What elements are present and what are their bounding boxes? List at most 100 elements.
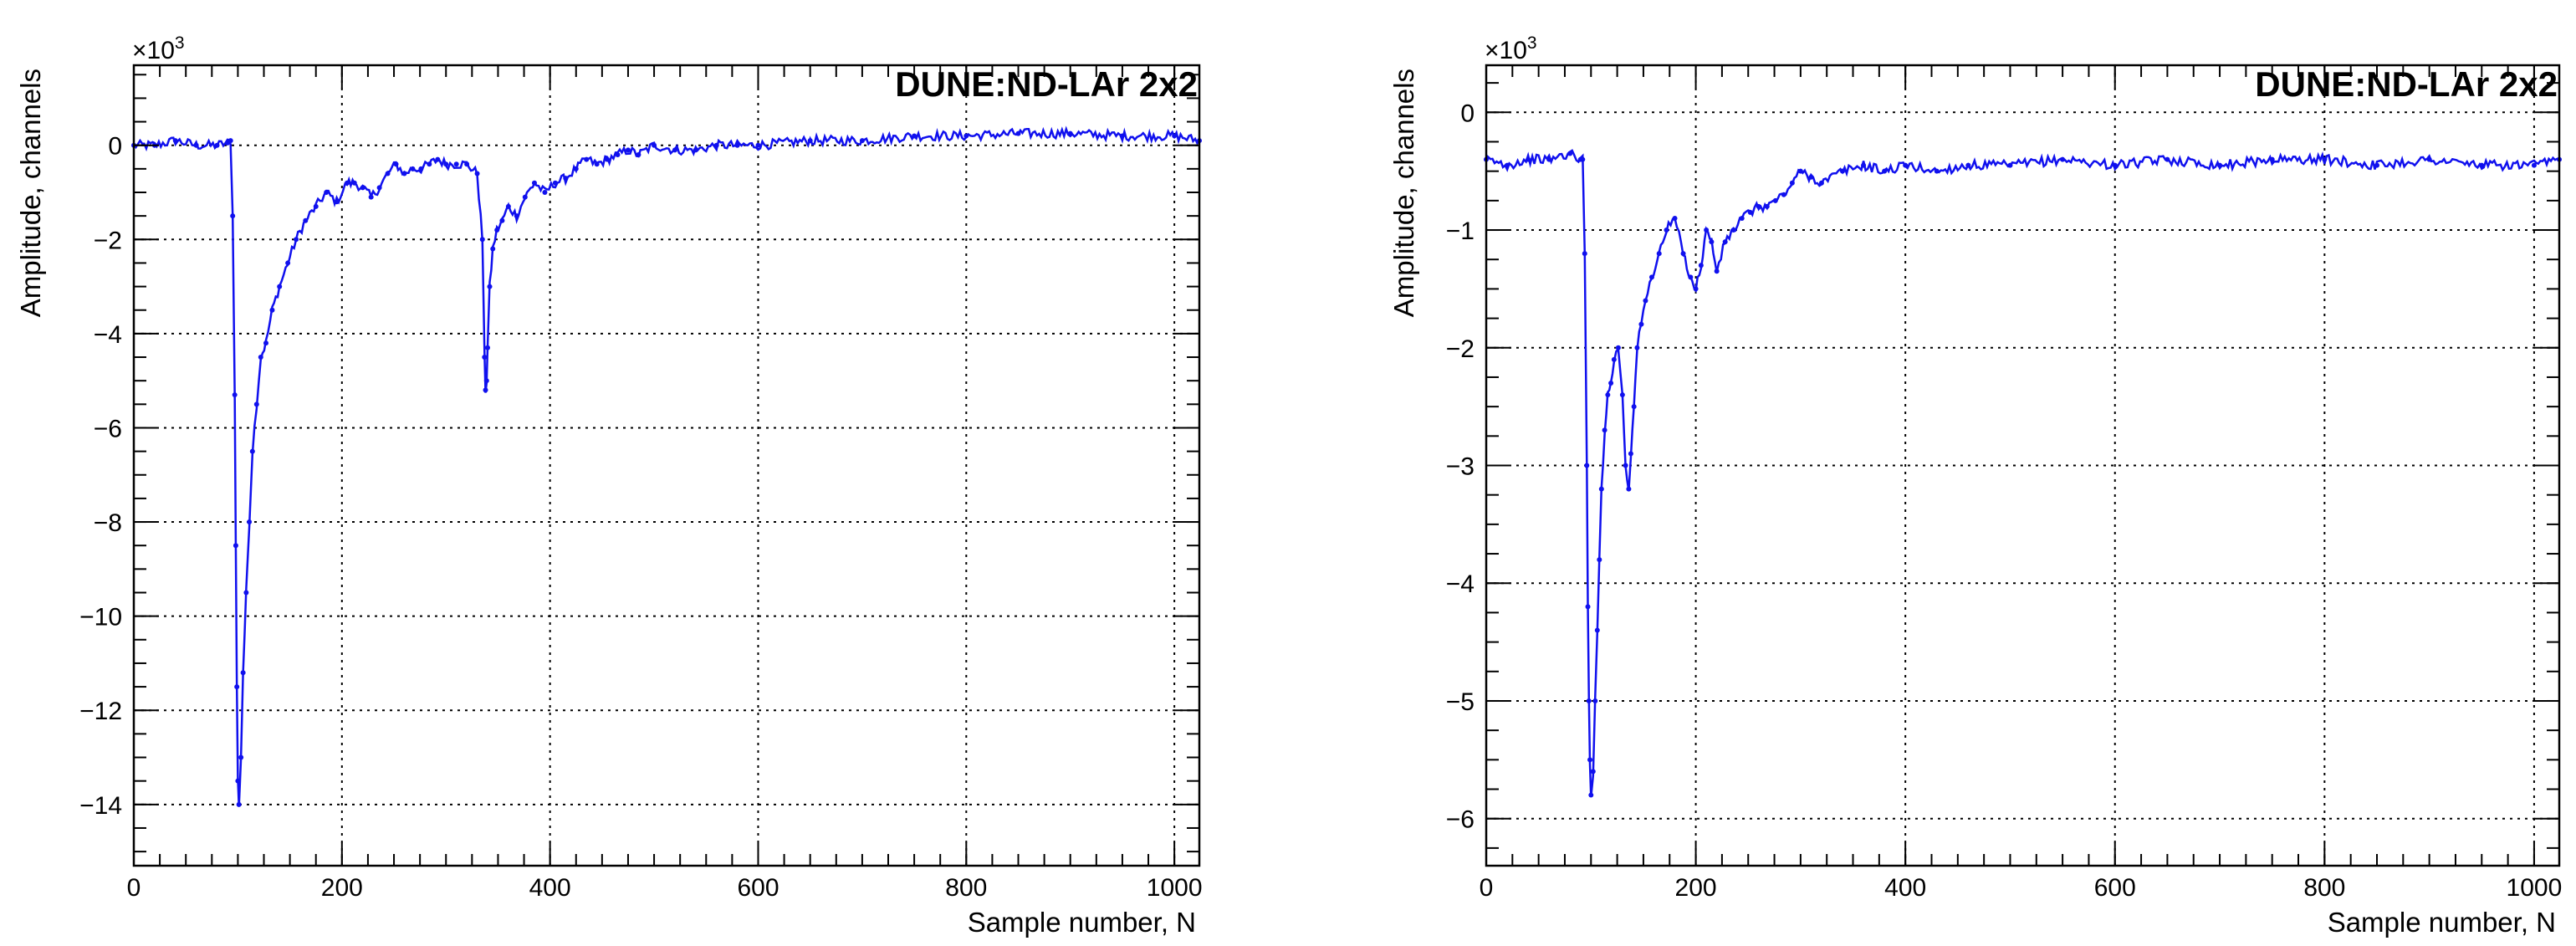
chart-right-multiplier: ×103 [1485,33,1537,64]
waveform-point [1505,162,1510,168]
chart-left-series [131,125,1202,807]
waveform-point [1546,156,1552,162]
waveform-point [1628,451,1633,457]
waveform-point [1789,180,1795,186]
waveform-point [410,166,416,171]
waveform-point [483,387,488,393]
waveform-point [253,401,259,407]
waveform-point [1605,392,1611,398]
waveform-point [1903,162,1909,168]
chart-right-series [1484,149,2562,798]
waveform-point [552,180,558,186]
chart-left-ytick-labels: −14 −12 −10 −8 −6 −4 −2 0 [79,133,122,820]
waveform-point [1934,168,1940,174]
waveform-point [636,151,641,157]
x-tick-label: 600 [2094,874,2136,902]
y-tick-label: −12 [79,698,122,725]
y-tick-label: −6 [1446,806,1475,834]
waveform-point [1586,698,1592,703]
waveform-point [1861,162,1867,168]
x-tick-label: 800 [2303,874,2345,902]
waveform-point [1584,463,1590,468]
waveform-point [230,213,236,219]
chart-left-multiplier-base: ×10 [132,37,175,64]
waveform-point [1580,156,1586,162]
waveform-point [1643,298,1648,304]
chart-left-xtick-labels: 0 200 400 600 800 1000 [127,874,1203,902]
waveform-point [464,161,470,167]
y-tick-label: −6 [94,415,122,442]
waveform-point [1714,268,1720,274]
waveform-point [285,260,291,266]
waveform-point [2374,162,2379,168]
waveform-point [351,180,357,186]
y-tick-label: −4 [94,321,122,349]
waveform-point [734,142,740,148]
chart-right-xlabel: Sample number, N [2328,907,2556,938]
waveform-point [313,203,319,209]
x-tick-label: 600 [737,874,779,902]
waveform-line [1485,149,2560,797]
chart-left-ylabel: Amplitude, channels [15,69,46,317]
waveform-point [368,194,374,200]
chart-left-xlabel: Sample number, N [968,907,1196,938]
waveform-point [474,171,480,176]
waveform-point [193,142,199,148]
waveform-point [1739,215,1745,221]
waveform-point [263,340,269,346]
waveform-point [1680,251,1686,257]
waveform-point [1015,130,1021,136]
waveform-point [490,246,496,252]
waveform-point [573,166,579,171]
chart-right-xtick-labels: 0 200 400 600 800 1000 [1480,874,2563,902]
waveform-point [615,151,621,157]
chart-left-multiplier: ×103 [132,33,185,64]
waveform-point [1172,133,1178,139]
waveform-point [1730,228,1736,233]
y-tick-label: −4 [1446,570,1475,598]
waveform-point [243,590,249,596]
waveform-point [963,133,969,139]
waveform-point [2007,162,2013,168]
waveform-point [258,355,263,361]
waveform-point [1704,228,1710,233]
waveform-point [1567,151,1573,156]
waveform-point [427,161,432,167]
waveform-point [1656,251,1662,257]
waveform-line [132,125,1200,807]
waveform-point [1634,345,1640,350]
waveform-point [360,185,365,191]
waveform-point [1698,263,1704,268]
y-tick-label: −3 [1446,453,1475,481]
waveform-point [807,138,813,144]
waveform-point [269,307,275,313]
x-tick-label: 400 [529,874,571,902]
waveform-point [485,345,491,350]
waveform-point [483,378,489,384]
waveform-point [324,189,330,195]
waveform-point [1582,251,1587,257]
waveform-point [1688,274,1694,280]
waveform-point [1648,274,1654,280]
chart-right-ytick-labels: −6 −5 −4 −3 −2 −1 0 [1446,100,1475,833]
chart-left-ticks [133,65,1199,866]
x-tick-label: 1000 [1147,874,1203,902]
waveform-point [1839,168,1845,174]
waveform-point [393,161,399,167]
waveform-point [713,142,719,148]
waveform-point [1756,203,1761,209]
waveform-point [514,213,519,219]
waveform-point [1592,698,1598,703]
waveform-point [418,166,424,171]
chart-right-ylabel: Amplitude, channels [1388,69,1419,317]
waveform-point [435,156,441,162]
waveform-point [2322,156,2328,162]
waveform-point [1585,604,1591,610]
chart-left-title: DUNE:ND-LAr 2x2 [895,64,1198,104]
waveform-point [1602,427,1607,433]
waveform-point [234,684,240,690]
waveform-point [1764,203,1770,209]
waveform-point [443,161,449,167]
waveform-point [1722,239,1728,245]
